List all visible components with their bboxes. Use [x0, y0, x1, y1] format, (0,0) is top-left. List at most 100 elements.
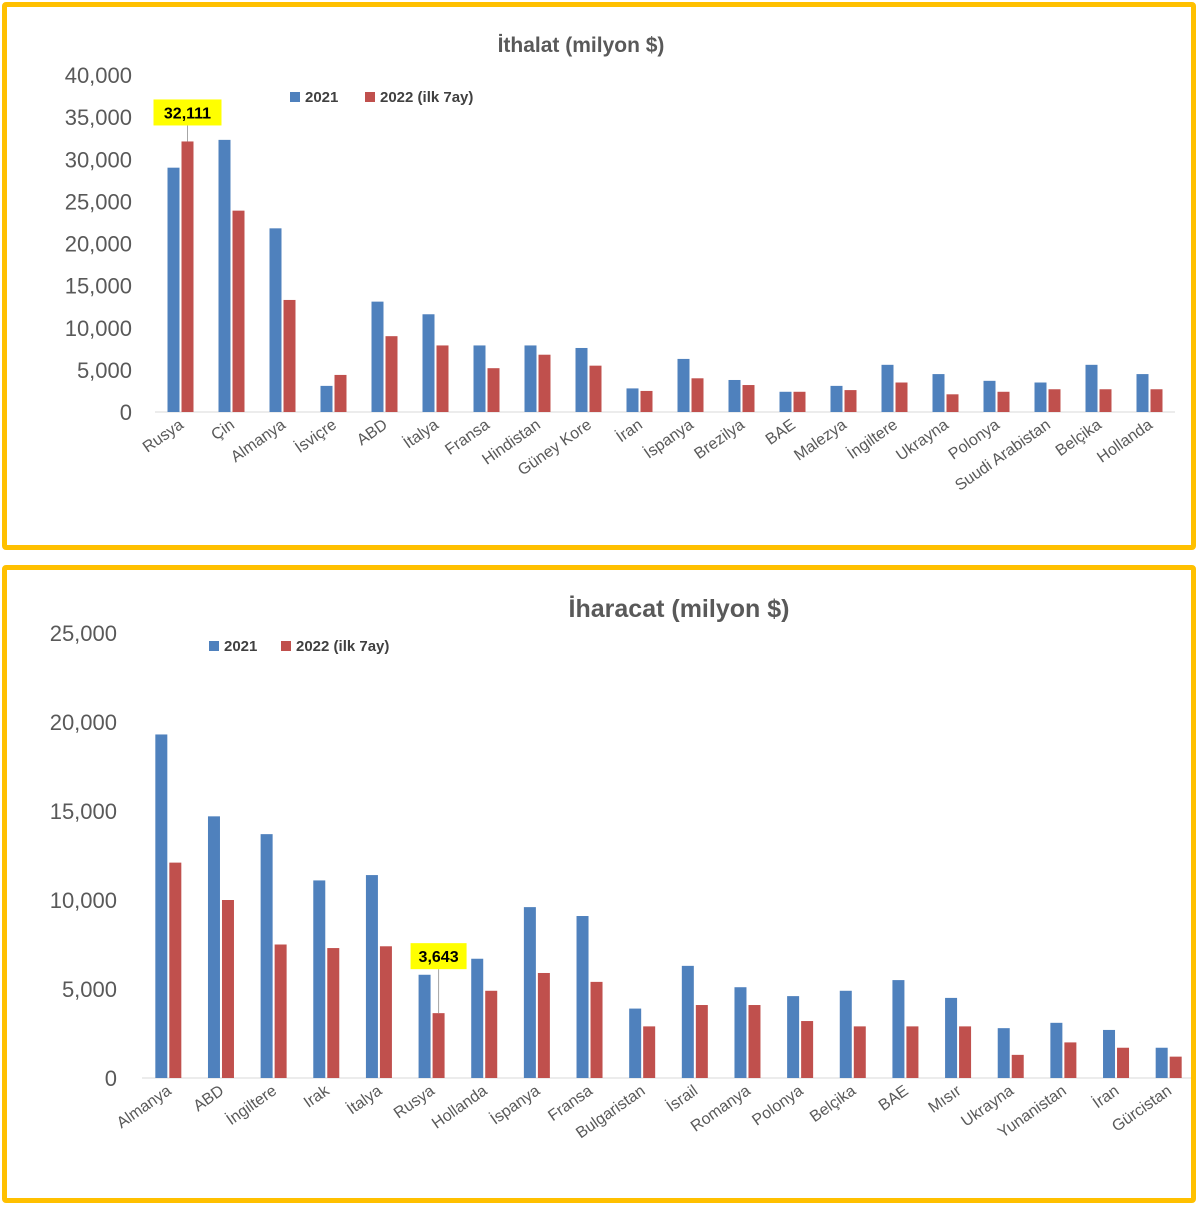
import-bar-2021-17 — [1034, 382, 1047, 412]
import-bar-2022-0 — [181, 141, 194, 412]
export-y-tick-label: 5,000 — [62, 977, 117, 1002]
import-chart: İthalat (milyon $) 0 5,000 10,000 15,000 20,0… — [65, 34, 1175, 495]
export-bar-2021-7 — [523, 907, 536, 1078]
import-bar-2022-8 — [589, 365, 602, 412]
import-y-tick-label: 40,000 — [65, 63, 132, 88]
export-bar-2022-6 — [485, 990, 498, 1078]
export-x-tick-label: İsrail — [663, 1081, 702, 1116]
import-bar-2021-7 — [524, 345, 537, 412]
export-bar-2021-2 — [260, 834, 273, 1078]
import-x-tick-label: İspanya — [640, 415, 697, 463]
import-legend-swatch-0 — [290, 92, 300, 102]
import-data-callout: 32,111 — [153, 99, 222, 142]
import-y-tick-label: 15,000 — [65, 274, 132, 299]
export-legend-label-0: 2021 — [224, 638, 257, 655]
export-bar-2021-19 — [1155, 1047, 1168, 1078]
export-bar-2022-9 — [643, 1026, 656, 1078]
export-x-tick-label: İtalya — [343, 1081, 385, 1119]
import-bar-2021-4 — [371, 301, 384, 412]
import-bar-2021-9 — [626, 388, 639, 412]
export-y-tick-label: 25,000 — [50, 621, 117, 646]
export-x-tick-label: İran — [1089, 1081, 1122, 1112]
export-x-tick-label: Gürcistan — [1109, 1082, 1175, 1135]
export-bar-2021-16 — [997, 1028, 1010, 1078]
import-bar-2021-0 — [167, 167, 180, 412]
import-x-tick-label: Suudi Arabistan — [952, 416, 1054, 494]
export-y-tick-label: 15,000 — [50, 799, 117, 824]
export-bar-2022-15 — [959, 1026, 972, 1078]
import-legend: 2021 2022 (ilk 7ay) — [290, 89, 473, 106]
export-bar-2021-13 — [839, 990, 852, 1078]
import-x-tick-label: Ukrayna — [893, 416, 952, 464]
import-bar-2022-17 — [1048, 389, 1061, 412]
export-x-tick-label: Romanya — [688, 1082, 754, 1135]
export-bar-2021-1 — [207, 816, 220, 1078]
export-bar-2021-5 — [418, 974, 431, 1078]
import-bar-2022-13 — [844, 390, 857, 412]
export-chart-panel: İharacat (milyon $) 0 5,000 10,000 15,000 20,… — [2, 565, 1196, 1203]
import-bar-2021-11 — [728, 379, 741, 412]
import-bar-2021-14 — [881, 364, 894, 412]
export-bar-2022-3 — [327, 948, 340, 1078]
export-bar-2022-11 — [748, 1005, 761, 1078]
export-bar-2022-0 — [169, 862, 182, 1078]
import-y-tick-label: 5,000 — [77, 358, 132, 383]
export-bar-2022-5 — [432, 1013, 445, 1078]
export-bar-2022-2 — [274, 944, 287, 1078]
import-x-tick-label: Almanya — [228, 416, 289, 466]
import-bar-2022-3 — [334, 374, 347, 412]
import-legend-label-1: 2022 (ilk 7ay) — [380, 89, 473, 106]
import-y-tick-label: 25,000 — [65, 189, 132, 214]
import-bar-2021-8 — [575, 347, 588, 412]
export-x-tick-label: İngiltere — [222, 1081, 280, 1129]
export-bar-2022-14 — [906, 1026, 919, 1078]
import-x-tick-label: Malezya — [791, 416, 850, 464]
import-bar-2021-3 — [320, 385, 333, 412]
export-chart: İharacat (milyon $) 0 5,000 10,000 15,000 20,… — [50, 595, 1191, 1142]
export-y-tick-label: 0 — [105, 1066, 117, 1091]
import-bar-2022-5 — [436, 345, 449, 412]
import-bar-2021-2 — [269, 228, 282, 412]
import-bar-2022-16 — [997, 391, 1010, 412]
import-callout-box — [153, 99, 222, 126]
import-bar-2022-19 — [1150, 389, 1163, 412]
import-bar-2022-1 — [232, 210, 245, 412]
export-bar-2022-8 — [590, 981, 603, 1078]
import-bar-2022-12 — [793, 391, 806, 412]
import-bar-2022-4 — [385, 336, 398, 412]
import-y-tick-label: 35,000 — [65, 105, 132, 130]
export-bar-2021-8 — [576, 916, 589, 1078]
import-bar-2021-5 — [422, 314, 435, 412]
export-bar-2022-18 — [1117, 1047, 1130, 1078]
export-bar-2021-18 — [1103, 1029, 1116, 1078]
export-y-tick-label: 20,000 — [50, 710, 117, 735]
export-bar-2022-17 — [1064, 1042, 1077, 1078]
export-legend-swatch-1 — [281, 641, 291, 651]
export-data-callout: 3,643 — [410, 943, 467, 1014]
export-legend: 2021 2022 (ilk 7ay) — [209, 638, 389, 655]
import-y-tick-label: 10,000 — [65, 316, 132, 341]
export-bar-2022-4 — [379, 946, 392, 1078]
export-bar-2021-15 — [945, 997, 958, 1078]
export-bar-2021-11 — [734, 987, 747, 1078]
export-callout-label: 3,643 — [419, 949, 459, 966]
import-bar-2021-6 — [473, 345, 486, 412]
export-bar-2021-12 — [787, 996, 800, 1078]
export-legend-swatch-0 — [209, 641, 219, 651]
import-bar-2021-15 — [932, 374, 945, 412]
import-bar-2022-6 — [487, 368, 500, 412]
export-bar-2021-6 — [471, 958, 484, 1078]
import-bar-2021-16 — [983, 380, 996, 412]
import-bar-2022-11 — [742, 385, 755, 412]
export-bar-2022-12 — [801, 1021, 814, 1078]
import-bar-2021-1 — [218, 139, 231, 412]
import-bar-2022-10 — [691, 378, 704, 412]
export-bar-2021-4 — [365, 875, 378, 1078]
import-bar-2022-18 — [1099, 389, 1112, 412]
export-x-tick-label: Polonya — [749, 1082, 806, 1129]
import-bar-2021-19 — [1136, 374, 1149, 412]
export-bar-2022-16 — [1011, 1054, 1024, 1078]
import-legend-swatch-1 — [365, 92, 375, 102]
export-bar-2022-1 — [221, 900, 234, 1078]
export-y-tick-label: 10,000 — [50, 888, 117, 913]
